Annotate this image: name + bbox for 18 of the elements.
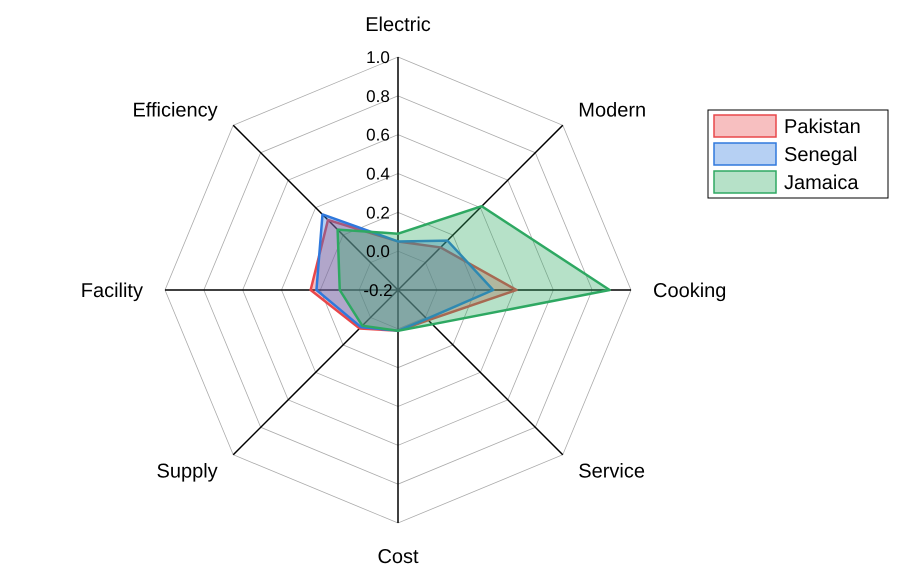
y-tick-label: 0.2 bbox=[366, 203, 390, 222]
spoke-label: Supply bbox=[156, 460, 218, 482]
spoke-label: Service bbox=[578, 460, 646, 482]
y-tick-label: -0.2 bbox=[363, 281, 393, 300]
spoke-label: Cooking bbox=[653, 280, 726, 302]
spoke-label: Efficiency bbox=[132, 100, 218, 122]
y-tick-label: 1.0 bbox=[366, 48, 390, 67]
spoke-label: Facility bbox=[80, 280, 143, 302]
y-tick-label: 0.0 bbox=[366, 242, 390, 262]
spoke-label: Electric bbox=[365, 14, 431, 36]
spoke-label: Cost bbox=[377, 546, 420, 568]
legend-label: Pakistan bbox=[784, 116, 861, 138]
y-tick-label: 0.4 bbox=[366, 164, 390, 184]
legend-label: Senegal bbox=[784, 144, 858, 166]
spoke-label: Modern bbox=[578, 100, 646, 122]
y-tick-label: 0.6 bbox=[366, 126, 390, 145]
legend-label: Jamaica bbox=[784, 172, 860, 194]
y-tick-label: 0.8 bbox=[366, 86, 390, 106]
